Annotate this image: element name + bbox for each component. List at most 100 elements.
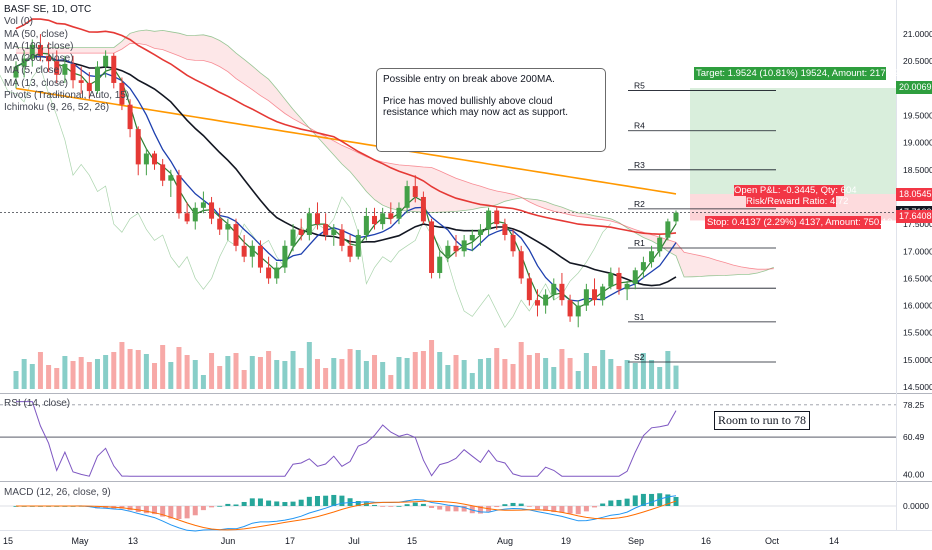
volume-bar [314,359,320,389]
moving-averages [15,18,677,309]
volume-bar [290,351,296,389]
volume-bar [184,355,190,389]
candle-body [396,207,402,219]
legend-item-ma100[interactable]: MA (100, close) [4,40,74,52]
candle-body [592,289,598,301]
volume-bar [665,351,671,389]
price-axis-tick: 20.5000 [903,56,932,66]
volume-bar [486,358,492,389]
risk-reward-label[interactable]: Risk/Reward Ratio: 4.72 [746,196,849,207]
candle [445,240,451,263]
volume-bar [331,358,337,389]
stop-label[interactable]: Stop: 0.4137 (2.29%) 4137, Amount: 750.1… [705,216,893,229]
candle [559,272,565,306]
candle [567,294,573,322]
volume-bar [323,368,329,389]
macd-histogram-bar [559,506,565,513]
volume-bar [494,348,500,389]
candle [266,256,272,284]
macd-series [0,493,896,532]
candle [274,262,280,284]
legend-item-ma5[interactable]: MA (5, close) [4,65,63,77]
candle [420,191,426,225]
volume-bar [160,345,166,389]
candle [372,207,378,230]
macd-histogram-bar [649,493,655,506]
candle-body [673,212,679,222]
volume-bar [469,373,475,389]
time-axis-tick: 17 [285,536,295,546]
volume-bar [461,360,467,389]
macd-histogram-bar [567,506,573,514]
macd-histogram-bar [453,506,459,512]
legend-item-ichimoku[interactable]: Ichimoku (9, 26, 52, 26) [4,102,110,114]
macd-histogram-bar [600,503,606,506]
volume-bar [657,367,663,389]
macd-histogram-bar [135,506,141,513]
candle-body [111,55,117,83]
volume-bar [543,358,549,389]
volume-bar [21,359,27,389]
candle [412,175,418,203]
candle-body [290,229,296,246]
candle [249,240,255,268]
target-zone[interactable] [0,87,896,221]
macd-histogram-bar [526,506,532,507]
legend-item-ma13[interactable]: MA (13, close) [4,77,68,89]
macd-pane-label[interactable]: MACD (12, 26, close, 9) [4,487,111,498]
open-pl-label[interactable]: Open P&L: -0.3445, Qty: 604 [734,185,857,196]
candle [649,245,655,268]
macd-histogram-bar [217,505,223,507]
candle [437,251,443,279]
macd-histogram-bar [168,506,174,519]
macd-histogram-bar [518,503,524,506]
time-axis-tick: Oct [765,536,780,546]
annotation-callout[interactable]: Possible entry on break above 200MA. Pri… [376,68,606,152]
macd-histogram-bar [388,506,394,507]
candle-body [640,262,646,271]
candle-body [37,44,43,56]
candle-body [176,175,182,214]
candle [200,191,206,214]
price-axis-tick: 16.5000 [903,273,932,283]
candle-body [363,215,369,235]
candle [355,229,361,260]
rsi-pane-label[interactable]: RSI (14, close) [4,398,71,409]
legend-item-ma200[interactable]: MA (200, close) [4,53,74,65]
volume-bar [62,356,68,389]
candle [624,281,630,301]
candle-body [135,129,141,165]
candle [282,240,288,273]
volume-bar [632,363,638,389]
macd-histogram-bar [274,501,280,506]
candle-body [184,213,190,222]
volume-bar [86,362,92,389]
pivot-label-r4: R4 [634,121,645,131]
candle [616,267,622,295]
volume-bar [640,353,646,389]
ma100-line [15,18,677,236]
candle-body [143,153,149,165]
price-axis-tick: 19.0000 [903,138,932,148]
volume-bar [437,352,443,389]
candle [331,224,337,246]
rsi-annotation[interactable]: Room to run to 78 [714,411,811,430]
legend-item-ma50[interactable]: MA (50, close) [4,28,68,40]
candle-body [657,237,663,252]
candle [54,50,60,83]
candle-body [225,224,231,230]
macd-histogram-bar [233,504,239,506]
target-label[interactable]: Target: 1.9524 (10.81%) 19524, Amount: 2… [694,67,905,80]
candle [665,218,671,241]
candle-body [192,207,198,222]
symbol-title[interactable]: BASF SE, 1D, OTC [4,4,92,15]
candle-body [608,272,614,287]
callout-line-2: Price has moved bullishly above cloud re… [383,95,569,119]
legend-item-pivots[interactable]: Pivots (Traditional, Auto, 15) [4,90,130,102]
candle [486,207,492,235]
candle [543,289,549,314]
candle [184,202,190,225]
volume-bar [225,356,231,389]
macd-histogram-bar [494,506,500,508]
legend-item-vol[interactable]: Vol (0) [4,16,33,28]
